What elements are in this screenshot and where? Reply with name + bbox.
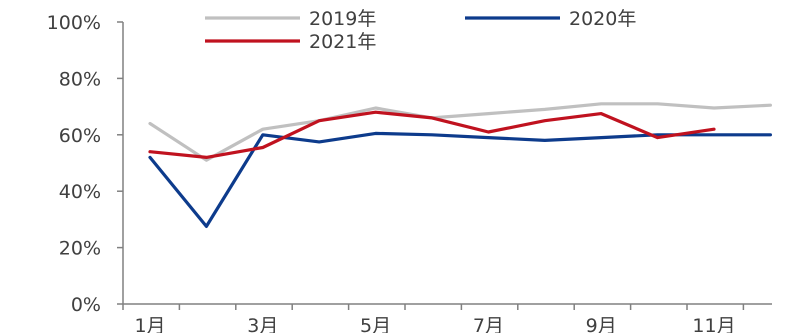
y-tick-label: 20% bbox=[59, 238, 101, 260]
x-tick-label: 9月 bbox=[586, 315, 617, 333]
y-tick-label: 100% bbox=[47, 12, 101, 34]
series-line-1 bbox=[148, 131, 773, 228]
series-line-2 bbox=[148, 110, 716, 159]
y-tick-label: 60% bbox=[59, 125, 101, 147]
y-tick-label: 0% bbox=[71, 294, 101, 316]
axes: 0% 20% 40% 60% 80% 100% 1月 3月 5月 7月 9月 11月 bbox=[47, 12, 772, 333]
legend-label-1: 2020年 bbox=[569, 8, 636, 30]
y-tick-label: 40% bbox=[59, 181, 101, 203]
x-tick-label: 3月 bbox=[247, 315, 278, 333]
x-tick-label: 5月 bbox=[360, 315, 391, 333]
legend-label-0: 2019年 bbox=[309, 8, 376, 30]
x-tick-label: 1月 bbox=[134, 315, 165, 333]
series-lines bbox=[148, 102, 773, 228]
series-line-0 bbox=[148, 102, 773, 162]
x-tick-label: 7月 bbox=[473, 315, 504, 333]
legend: 2019年 2020年 2021年 bbox=[205, 8, 636, 53]
y-tick-label: 80% bbox=[59, 68, 101, 90]
x-tick-label: 11月 bbox=[692, 315, 735, 333]
legend-label-2: 2021年 bbox=[309, 31, 376, 53]
